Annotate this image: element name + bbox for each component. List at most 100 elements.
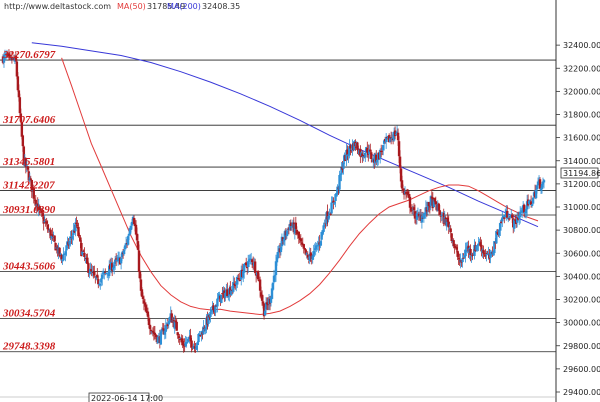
candle-body-127 bbox=[126, 236, 130, 245]
candle-body-514 bbox=[511, 214, 514, 218]
candle-body-305 bbox=[303, 248, 306, 250]
candle-body-145 bbox=[144, 305, 148, 312]
candle-body-75 bbox=[75, 222, 78, 224]
candle-body-503 bbox=[500, 221, 503, 223]
ma200-label: MA(200) bbox=[167, 2, 201, 11]
level-label-0: 32270.6797 bbox=[2, 49, 56, 61]
candle-body-112 bbox=[111, 267, 115, 270]
candle-body-5 bbox=[5, 54, 9, 56]
candle-body-71 bbox=[71, 235, 74, 239]
candle-body-136 bbox=[135, 233, 139, 241]
candle-body-287 bbox=[285, 230, 289, 237]
candle-body-96 bbox=[96, 274, 99, 278]
candle-body-332 bbox=[330, 202, 333, 214]
x-axis-time-label: 2022-06-14 17:00 bbox=[91, 394, 163, 402]
candle-body-431 bbox=[428, 206, 432, 208]
candle-body-193 bbox=[192, 346, 195, 349]
candle-body-506 bbox=[503, 217, 506, 219]
candle-body-282 bbox=[280, 236, 284, 247]
candle-body-534 bbox=[530, 204, 534, 207]
candle-body-215 bbox=[214, 305, 217, 313]
candle-body-111 bbox=[110, 263, 114, 271]
candle-body-69 bbox=[69, 236, 72, 240]
candle-body-19 bbox=[19, 113, 23, 122]
candle-body-274 bbox=[272, 275, 276, 282]
candle-body-266 bbox=[264, 302, 268, 310]
candle-body-252 bbox=[250, 259, 254, 263]
ma200-line bbox=[31, 42, 539, 228]
candle-body-169 bbox=[168, 317, 171, 323]
ma50-value: 31785.49 bbox=[147, 2, 185, 11]
candle-body-336 bbox=[334, 194, 337, 202]
level-label-3: 31142.2207 bbox=[2, 180, 55, 192]
candle-body-152 bbox=[151, 330, 155, 333]
ma50-line bbox=[61, 57, 539, 316]
candle-body-302 bbox=[300, 242, 303, 245]
candle-body-273 bbox=[271, 282, 275, 290]
candle-body-473 bbox=[470, 255, 473, 257]
candle-body-190 bbox=[189, 335, 192, 342]
candle-body-533 bbox=[529, 201, 533, 205]
candle-body-364 bbox=[362, 156, 365, 158]
candle-body-198 bbox=[197, 334, 200, 343]
candle-body-194 bbox=[193, 346, 196, 348]
y-tick-label-5: 31400.00 bbox=[563, 157, 600, 166]
candle-body-472 bbox=[469, 249, 472, 255]
candle-body-358 bbox=[356, 142, 359, 150]
candle-body-87 bbox=[87, 263, 90, 273]
candle-body-398 bbox=[395, 131, 399, 133]
candle-body-267 bbox=[265, 302, 269, 305]
candle-body-313 bbox=[311, 255, 314, 260]
candle-body-481 bbox=[478, 241, 481, 243]
candle-body-459 bbox=[456, 250, 459, 257]
candle-body-480 bbox=[477, 243, 480, 245]
candle-body-511 bbox=[508, 218, 511, 220]
candle-body-435 bbox=[432, 199, 436, 208]
candle-body-377 bbox=[375, 154, 378, 162]
candle-body-337 bbox=[335, 192, 338, 195]
candle-body-271 bbox=[269, 297, 273, 303]
candle-body-485 bbox=[482, 249, 485, 254]
candle-body-10 bbox=[10, 57, 14, 60]
candle-body-391 bbox=[388, 138, 392, 143]
candle-body-415 bbox=[412, 207, 416, 210]
candle-body-221 bbox=[220, 294, 223, 303]
candle-body-402 bbox=[399, 168, 403, 182]
candle-body-90 bbox=[90, 269, 93, 272]
candle-body-450 bbox=[447, 221, 450, 228]
candle-body-328 bbox=[326, 211, 329, 220]
candle-body-237 bbox=[236, 276, 239, 285]
candle-body-62 bbox=[62, 254, 65, 261]
candle-body-409 bbox=[406, 191, 410, 195]
candle-body-164 bbox=[163, 330, 166, 335]
candle-body-510 bbox=[507, 217, 510, 220]
chart-header: http://www.deltastock.com MA(50) 31785.4… bbox=[4, 2, 240, 11]
current-price-label: 31194.86 bbox=[563, 169, 600, 178]
candle-body-334 bbox=[332, 200, 335, 203]
candle-body-114 bbox=[113, 259, 117, 264]
candle-body-80 bbox=[80, 242, 83, 257]
y-tick-label-10: 30400.00 bbox=[563, 272, 600, 281]
candle-body-539 bbox=[535, 185, 539, 190]
candle-body-523 bbox=[519, 210, 523, 212]
candle-body-276 bbox=[274, 261, 278, 276]
candle-body-340 bbox=[338, 175, 341, 190]
candle-body-411 bbox=[408, 196, 412, 208]
candle-body-348 bbox=[346, 149, 349, 155]
candle-body-258 bbox=[256, 270, 260, 280]
candle-body-101 bbox=[101, 275, 104, 279]
candle-body-20 bbox=[20, 122, 24, 137]
candle-body-235 bbox=[234, 283, 237, 287]
candle-body-372 bbox=[370, 152, 373, 160]
y-tick-label-2: 32000.00 bbox=[563, 87, 600, 96]
candle-body-297 bbox=[295, 229, 299, 234]
candle-body-17 bbox=[17, 90, 21, 98]
candle-body-81 bbox=[81, 251, 84, 255]
candle-body-344 bbox=[342, 162, 345, 169]
candle-body-43 bbox=[43, 221, 46, 223]
candle-body-218 bbox=[217, 297, 220, 299]
candle-body-284 bbox=[282, 238, 286, 242]
candle-body-399 bbox=[396, 132, 400, 141]
site-url[interactable]: http://www.deltastock.com bbox=[4, 2, 111, 11]
candle-body-371 bbox=[369, 149, 372, 152]
